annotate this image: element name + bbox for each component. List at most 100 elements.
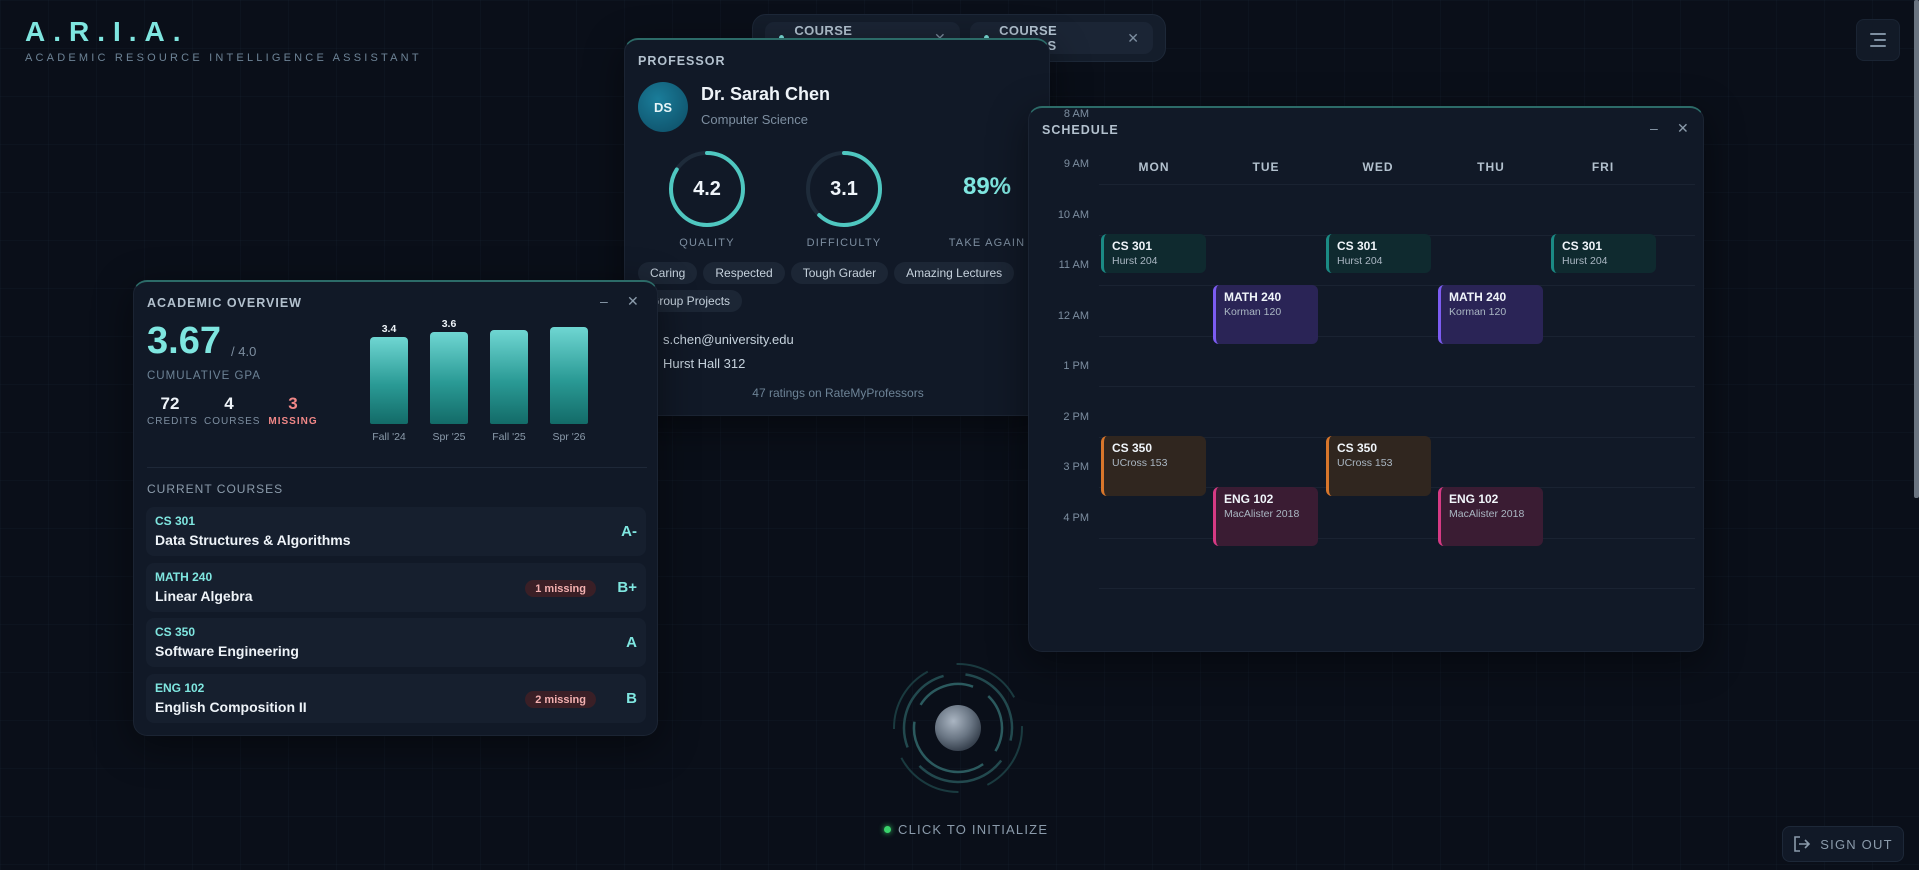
divider [147, 467, 647, 468]
gpa-bar [490, 329, 528, 424]
schedule-event[interactable]: ENG 102 MacAlister 2018 [1438, 486, 1543, 547]
course-grade: A- [621, 523, 637, 540]
bar-value-label: 3.6 [441, 318, 457, 331]
quality-ring: 4.2 [667, 149, 747, 229]
course-item[interactable]: ENG 102 English Composition II 2 missing… [146, 674, 646, 723]
close-icon[interactable]: ✕ [627, 293, 639, 309]
time-label: 9 AM [1063, 158, 1089, 170]
course-code: ENG 102 [155, 681, 205, 695]
day-header: THU [1477, 160, 1505, 174]
schedule-event[interactable]: CS 301 Hurst 204 [1551, 234, 1656, 274]
tag: Caring [638, 262, 698, 284]
course-item[interactable]: CS 301 Data Structures & Algorithms A- [146, 507, 646, 556]
gpa-value: 3.67 [147, 320, 221, 362]
time-label: 11 AM [1058, 259, 1089, 271]
course-code: CS 350 [155, 625, 196, 639]
course-code: MATH 240 [155, 570, 213, 584]
brand: A.R.I.A. ACADEMIC RESOURCE INTELLIGENCE … [25, 16, 422, 64]
day-header: FRI [1591, 160, 1615, 174]
quality-value: 4.2 [693, 177, 721, 200]
gpa-bar [550, 327, 588, 424]
course-name: Software Engineering [155, 643, 299, 659]
course-name: English Composition II [155, 699, 307, 715]
professor-department: Computer Science [701, 112, 808, 127]
missing-value: 3 [288, 394, 298, 413]
difficulty-label: DIFFICULTY [806, 237, 882, 249]
app-title: A.R.I.A. [25, 16, 189, 47]
credits-stat: 72 CREDITS [147, 394, 198, 427]
quality-label: QUALITY [679, 237, 735, 249]
minimize-icon[interactable]: – [600, 293, 608, 309]
event-code: CS 350 [1112, 441, 1153, 455]
credits-label: CREDITS [147, 416, 198, 427]
bar-category-label: Fall '25 [492, 431, 526, 443]
tag-list: Caring Respected Tough Grader Amazing Le… [638, 262, 1038, 312]
time-label: 12 AM [1057, 309, 1089, 322]
schedule-event[interactable]: MATH 240 Korman 120 [1213, 284, 1318, 345]
difficulty-ring: 3.1 [804, 149, 884, 229]
bar-category-label: Fall '24 [372, 431, 406, 443]
event-room: MacAlister 2018 [1224, 507, 1300, 520]
minimize-icon[interactable]: – [1650, 120, 1658, 136]
event-room: UCross 153 [1112, 457, 1168, 469]
tag: Amazing Lectures [894, 262, 1015, 284]
course-code: CS 301 [155, 514, 196, 528]
tag: Respected [703, 262, 785, 284]
event-room: Korman 120 [1449, 305, 1507, 318]
day-header: MON [1138, 160, 1170, 174]
course-item[interactable]: CS 350 Software Engineering A [146, 618, 646, 667]
schedule-event[interactable]: MATH 240 Korman 120 [1438, 284, 1543, 345]
bar-category-label: Spr '25 [432, 431, 466, 443]
gpa-label: CUMULATIVE GPA [147, 370, 261, 382]
initialize-prompt[interactable]: CLICK TO INITIALIZE [884, 822, 1048, 837]
avatar: DS [638, 82, 688, 132]
gpa-bar [430, 332, 468, 424]
event-code: ENG 102 [1224, 491, 1274, 506]
panel-title: ACADEMIC OVERVIEW [147, 296, 302, 310]
courses-stat: 4 COURSES [204, 394, 259, 427]
missing-badge: 2 missing [525, 691, 596, 708]
professor-email[interactable]: s.chen@university.edu [663, 332, 794, 347]
take-again-label: TAKE AGAIN [948, 237, 1026, 249]
professor-panel: PROFESSOR DS Dr. Sarah Chen Computer Sci… [624, 38, 1050, 416]
tag: Group Projects [638, 290, 743, 312]
course-name: Data Structures & Algorithms [155, 532, 351, 548]
missing-badge: 1 missing [525, 580, 596, 597]
section-label: CURRENT COURSES [147, 482, 284, 496]
tag: Tough Grader [790, 262, 889, 284]
event-code: MATH 240 [1224, 289, 1282, 304]
courses-value: 4 [224, 394, 234, 413]
schedule-event[interactable]: ENG 102 MacAlister 2018 [1213, 486, 1318, 547]
day-header: WED [1362, 160, 1394, 174]
day-header: TUE [1252, 160, 1280, 174]
credits-value: 72 [160, 394, 180, 413]
close-tab-icon[interactable]: ✕ [1127, 29, 1139, 46]
close-icon[interactable]: ✕ [1677, 120, 1689, 136]
schedule-event[interactable]: CS 301 Hurst 204 [1326, 234, 1431, 274]
schedule-event[interactable]: CS 301 Hurst 204 [1101, 234, 1206, 274]
academic-overview-panel: ACADEMIC OVERVIEW – ✕ 3.67 / 4.0 CUMULAT… [133, 280, 658, 736]
close-tab-icon[interactable]: ✕ [934, 30, 946, 47]
bar-category-label: Spr '26 [552, 431, 586, 443]
scrollbar[interactable] [1914, 0, 1919, 498]
gpa-max: / 4.0 [231, 344, 257, 359]
grid-line [1099, 285, 1695, 286]
schedule-event[interactable]: CS 350 UCross 153 [1101, 436, 1206, 496]
bar-value-label: 3.4 [381, 323, 397, 336]
missing-stat: 3 MISSING [268, 394, 318, 427]
event-code: CS 301 [1337, 239, 1378, 253]
event-room: UCross 153 [1337, 457, 1393, 469]
time-label: 10 AM [1057, 208, 1089, 221]
gpa-bar [370, 337, 408, 424]
course-item[interactable]: MATH 240 Linear Algebra 1 missing B+ [146, 563, 646, 612]
sign-out-label: SIGN OUT [1820, 836, 1893, 852]
app-subtitle: ACADEMIC RESOURCE INTELLIGENCE ASSISTANT [25, 52, 422, 64]
sign-out-button[interactable]: SIGN OUT [1782, 826, 1904, 862]
event-room: Hurst 204 [1562, 255, 1608, 267]
menu-icon[interactable] [1856, 19, 1900, 61]
time-label: 2 PM [1063, 410, 1089, 423]
professor-name: Dr. Sarah Chen [701, 84, 831, 104]
initialize-orb[interactable] [888, 658, 1028, 798]
grid-line [1099, 588, 1695, 589]
schedule-event[interactable]: CS 350 UCross 153 [1326, 436, 1431, 496]
